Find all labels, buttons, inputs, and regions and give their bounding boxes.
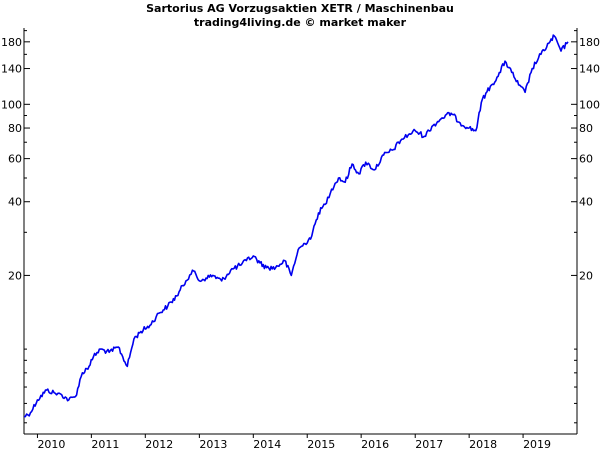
y-tick-label-right: 140 xyxy=(579,63,600,76)
y-tick-label-left: 60 xyxy=(8,153,22,166)
y-tick-label-right: 100 xyxy=(579,98,600,111)
series-group xyxy=(24,34,569,418)
x-tick-label: 2015 xyxy=(307,438,335,450)
x-tick-label: 2019 xyxy=(523,438,551,450)
y-axis-right-ticks: 20 40 60 80 100 140 180 xyxy=(571,30,600,424)
x-tick-label: 2018 xyxy=(469,438,497,450)
chart-subtitle: trading4living.de © market maker xyxy=(194,16,407,29)
x-tick-label: 2014 xyxy=(253,438,281,450)
x-tick-label: 2017 xyxy=(415,438,443,450)
y-tick-label-left: 20 xyxy=(8,269,22,282)
y-tick-label-right: 80 xyxy=(579,122,593,135)
y-axis-left-ticks: 20 40 60 80 100 140 180 xyxy=(1,30,30,424)
y-tick-label-left: 40 xyxy=(8,196,22,209)
chart-title: Sartorius AG Vorzugsaktien XETR / Maschi… xyxy=(146,2,454,15)
x-tick-label: 2012 xyxy=(145,438,173,450)
x-tick-label: 2016 xyxy=(361,438,389,450)
y-tick-label-right: 40 xyxy=(579,196,593,209)
y-tick-label-left: 80 xyxy=(8,122,22,135)
x-axis-ticks: 2010 2011 2012 2013 2014 2015 2016 2017 2018 2019 xyxy=(36,434,551,450)
y-tick-label-left: 180 xyxy=(1,36,22,49)
x-tick-label: 2011 xyxy=(91,438,119,450)
y-tick-label-left: 140 xyxy=(1,63,22,76)
y-tick-label-right: 20 xyxy=(579,269,593,282)
x-tick-label: 2013 xyxy=(199,438,227,450)
y-tick-label-left: 100 xyxy=(1,98,22,111)
price-series-line xyxy=(24,34,569,418)
y-tick-label-right: 180 xyxy=(579,36,600,49)
x-tick-label: 2010 xyxy=(37,438,65,450)
y-tick-label-right: 60 xyxy=(579,153,593,166)
chart-axes xyxy=(23,28,578,435)
